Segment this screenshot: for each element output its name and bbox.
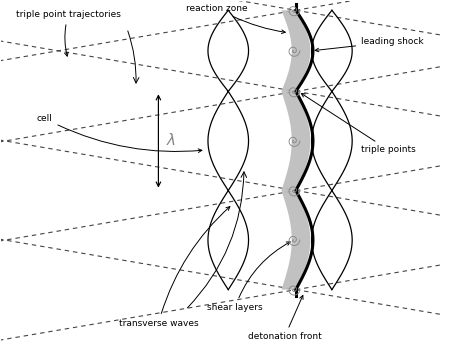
Text: reaction zone: reaction zone — [186, 3, 285, 33]
Text: cell: cell — [37, 114, 202, 152]
Text: triple point trajectories: triple point trajectories — [16, 10, 120, 56]
Text: transverse waves: transverse waves — [118, 207, 230, 328]
Text: leading shock: leading shock — [314, 37, 423, 52]
Text: shear layers: shear layers — [207, 242, 290, 312]
Text: λ: λ — [166, 134, 175, 148]
Polygon shape — [281, 10, 310, 290]
Text: detonation front: detonation front — [247, 295, 321, 342]
Text: triple points: triple points — [301, 93, 415, 155]
